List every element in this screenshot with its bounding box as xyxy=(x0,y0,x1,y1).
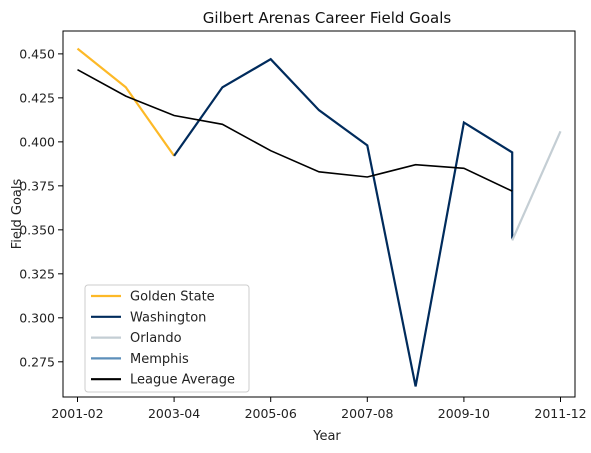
y-tick-label: 0.425 xyxy=(19,90,55,105)
legend-label-washington: Washington xyxy=(130,310,206,325)
series-line-golden-state xyxy=(76,47,175,157)
x-tick-label: 2009-10 xyxy=(438,406,490,421)
legend-label-memphis: Memphis xyxy=(130,352,189,367)
x-tick-label: 2005-06 xyxy=(245,406,297,421)
y-axis-title: Field Goals xyxy=(10,179,25,250)
y-axis: 0.275 0.300 0.325 0.350 0.375 0.400 0.425 0.450 xyxy=(19,46,63,369)
y-tick-label: 0.400 xyxy=(19,134,55,149)
y-tick-label: 0.350 xyxy=(19,222,55,237)
x-axis-title: Year xyxy=(312,429,341,444)
x-tick-label: 2001-02 xyxy=(51,406,103,421)
legend-label-league-average: League Average xyxy=(130,373,235,388)
y-tick-label: 0.300 xyxy=(19,310,55,325)
x-tick-label: 2007-08 xyxy=(341,406,393,421)
x-axis: 2001-02 2003-04 2005-06 2007-08 2009-10 2011-… xyxy=(51,397,587,421)
x-tick-label: 2003-04 xyxy=(148,406,200,421)
series-lines xyxy=(76,47,562,387)
y-tick-label: 0.375 xyxy=(19,178,55,193)
series-line-washington xyxy=(173,57,514,387)
chart-title: Gilbert Arenas Career Field Goals xyxy=(203,9,452,27)
legend-label-golden-state: Golden State xyxy=(130,290,215,305)
series-line-league-average xyxy=(77,68,513,192)
series-line-orlando xyxy=(511,130,562,241)
y-tick-label: 0.325 xyxy=(19,266,55,281)
legend-frame xyxy=(84,284,250,393)
y-tick-label: 0.450 xyxy=(19,46,55,61)
legend-label-orlando: Orlando xyxy=(130,331,182,346)
y-tick-label: 0.275 xyxy=(19,354,55,369)
x-tick-label: 2011-12 xyxy=(534,406,586,421)
legend: Golden State Washington Orlando Memphis Leag… xyxy=(84,284,250,393)
